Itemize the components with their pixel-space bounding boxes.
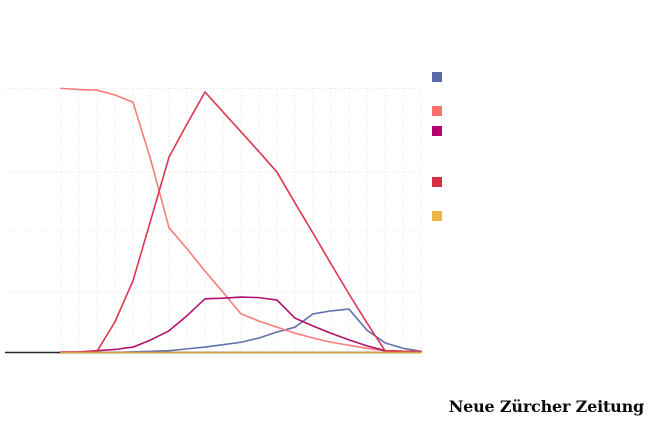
nzz-logo: Neue Zürcher Zeitung — [448, 397, 644, 416]
series-coral-line — [60, 87, 422, 353]
legend-swatch-crimson — [432, 177, 442, 187]
legend-swatch-amber — [432, 211, 442, 221]
legend-swatch-coral — [432, 106, 442, 116]
vertical-gridlines — [60, 88, 422, 353]
horizontal-gridlines — [5, 87, 421, 293]
series-crimson-line — [60, 91, 422, 353]
legend-swatch-magenta — [432, 126, 442, 136]
series-magenta-line — [60, 296, 422, 354]
legend-swatch-indigo — [432, 72, 442, 82]
